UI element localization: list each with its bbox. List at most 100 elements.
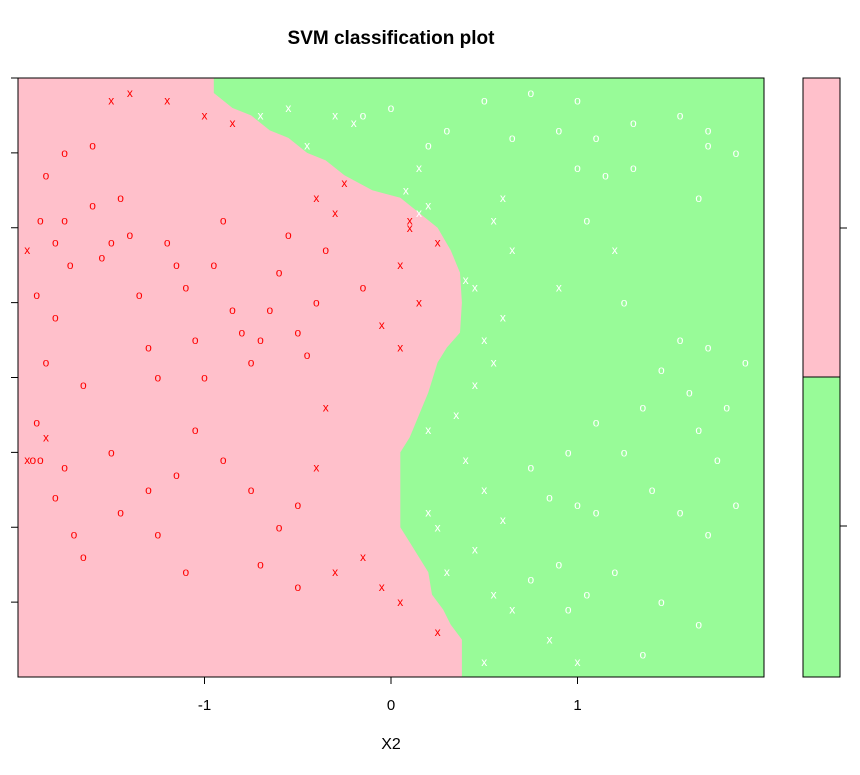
- data-point-o: o: [248, 356, 255, 370]
- data-point-o: o: [294, 326, 301, 340]
- data-point-o: o: [733, 498, 740, 512]
- x-tick-label: -1: [198, 697, 211, 714]
- data-point-x: x: [258, 108, 264, 122]
- data-point-o: o: [658, 363, 665, 377]
- data-point-o: o: [192, 423, 199, 437]
- data-point-x: x: [463, 453, 469, 467]
- data-point-x: x: [127, 86, 133, 100]
- data-point-o: o: [528, 460, 535, 474]
- data-point-o: o: [705, 138, 712, 152]
- data-point-x: x: [397, 341, 403, 355]
- data-point-o: o: [630, 116, 637, 130]
- data-point-x: x: [575, 655, 581, 669]
- data-point-o: o: [61, 213, 68, 227]
- data-point-x: x: [403, 183, 409, 197]
- data-point-o: o: [695, 423, 702, 437]
- data-point-o: o: [705, 528, 712, 542]
- data-point-o: o: [238, 326, 245, 340]
- data-point-o: o: [639, 400, 646, 414]
- data-point-o: o: [33, 415, 40, 429]
- data-point-o: o: [677, 505, 684, 519]
- data-point-o: o: [574, 498, 581, 512]
- data-point-x: x: [416, 296, 422, 310]
- data-point-o: o: [565, 603, 572, 617]
- data-point-o: o: [677, 333, 684, 347]
- data-point-o: o: [705, 123, 712, 137]
- data-point-o: o: [229, 303, 236, 317]
- data-point-x: x: [285, 101, 291, 115]
- data-point-x: x: [304, 138, 310, 152]
- data-point-o: o: [89, 198, 96, 212]
- data-point-x: x: [435, 625, 441, 639]
- data-point-o: o: [145, 341, 152, 355]
- data-point-x: x: [313, 460, 319, 474]
- data-point-o: o: [360, 108, 367, 122]
- data-point-x: x: [332, 565, 338, 579]
- data-point-o: o: [583, 588, 590, 602]
- data-point-o: o: [276, 266, 283, 280]
- data-point-o: o: [108, 236, 115, 250]
- data-point-x: x: [491, 213, 497, 227]
- data-point-o: o: [164, 236, 171, 250]
- data-point-x: x: [407, 221, 413, 235]
- data-point-o: o: [313, 296, 320, 310]
- chart-title: SVM classification plot: [287, 28, 495, 49]
- data-point-o: o: [61, 146, 68, 160]
- data-point-o: o: [639, 648, 646, 662]
- data-point-o: o: [257, 333, 264, 347]
- data-point-o: o: [52, 236, 59, 250]
- data-point-o: o: [593, 505, 600, 519]
- data-point-x: x: [360, 550, 366, 564]
- data-point-o: o: [80, 378, 87, 392]
- data-point-x: x: [24, 453, 30, 467]
- data-point-x: x: [472, 543, 478, 557]
- data-point-o: o: [388, 101, 395, 115]
- data-point-o: o: [127, 228, 134, 242]
- data-point-o: o: [686, 386, 693, 400]
- data-point-o: o: [733, 146, 740, 160]
- data-point-x: x: [509, 243, 515, 257]
- x-axis-label: X2: [381, 736, 401, 753]
- data-point-x: x: [323, 400, 329, 414]
- data-point-o: o: [37, 213, 44, 227]
- x-tick-label: 1: [573, 697, 581, 714]
- data-point-x: x: [416, 161, 422, 175]
- data-point-o: o: [266, 303, 273, 317]
- data-point-o: o: [630, 161, 637, 175]
- data-point-o: o: [528, 86, 535, 100]
- data-point-o: o: [574, 94, 581, 108]
- data-point-o: o: [695, 191, 702, 205]
- data-point-x: x: [463, 273, 469, 287]
- data-point-o: o: [621, 445, 628, 459]
- data-point-o: o: [220, 453, 227, 467]
- data-point-o: o: [71, 528, 78, 542]
- class-legend: [802, 77, 847, 678]
- data-point-o: o: [322, 243, 329, 257]
- data-point-x: x: [435, 236, 441, 250]
- data-point-o: o: [611, 565, 618, 579]
- data-point-o: o: [52, 311, 59, 325]
- data-point-o: o: [173, 468, 180, 482]
- data-point-x: x: [425, 505, 431, 519]
- data-point-o: o: [528, 573, 535, 587]
- data-point-o: o: [556, 558, 563, 572]
- data-point-o: o: [136, 288, 143, 302]
- data-point-o: o: [294, 580, 301, 594]
- data-point-o: o: [155, 371, 162, 385]
- data-point-x: x: [472, 378, 478, 392]
- data-point-o: o: [276, 520, 283, 534]
- legend-green: [802, 376, 841, 678]
- data-point-x: x: [230, 116, 236, 130]
- data-point-x: x: [500, 311, 506, 325]
- legend-pink: [802, 77, 841, 378]
- data-point-o: o: [593, 131, 600, 145]
- data-point-o: o: [677, 108, 684, 122]
- data-point-o: o: [574, 161, 581, 175]
- data-point-o: o: [714, 453, 721, 467]
- data-point-o: o: [444, 123, 451, 137]
- data-point-o: o: [481, 94, 488, 108]
- data-point-o: o: [43, 168, 50, 182]
- data-point-x: x: [509, 603, 515, 617]
